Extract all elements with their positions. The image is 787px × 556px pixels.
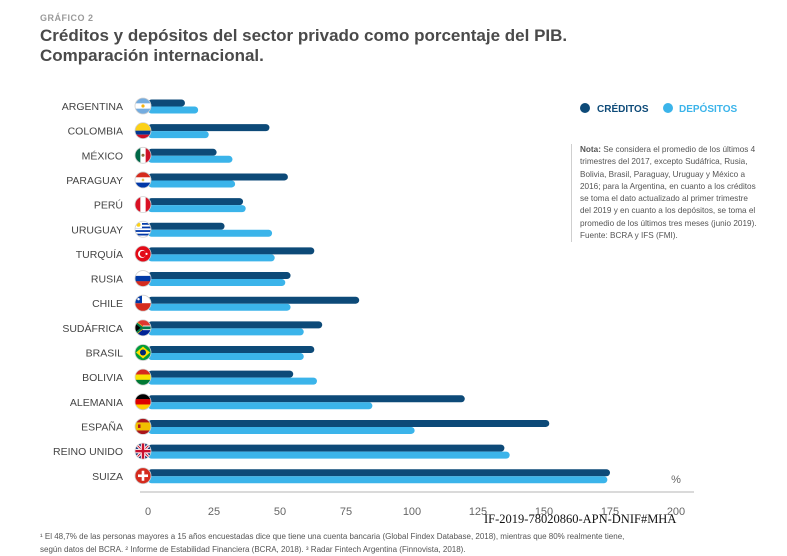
creditos-bar-alemania	[148, 395, 465, 403]
x-tick-label: 0	[145, 506, 151, 518]
footnotes: ¹ El 48,7% de las personas mayores a 15 …	[40, 530, 780, 556]
argentina-flag-icon	[134, 97, 152, 115]
chart-title-line-1: Créditos y depósitos del sector privado …	[40, 26, 568, 45]
legend-creditos-label: CRÉDITOS	[597, 102, 649, 115]
brazil-flag-icon	[134, 344, 152, 361]
chart-title: Créditos y depósitos del sector privado …	[40, 26, 640, 66]
spain-flag-icon	[134, 418, 152, 435]
depositos-bar-argentina	[148, 106, 199, 114]
chart-eyebrow: GRÁFICO 2	[40, 13, 94, 23]
legend-creditos-swatch	[580, 103, 590, 113]
creditos-bar-argentina	[148, 99, 185, 107]
x-tick-label: 100	[403, 506, 421, 518]
chart-note: Nota: Se considera el promedio de los úl…	[571, 144, 758, 243]
depositos-bar-alemania	[148, 402, 373, 410]
depositos-bar-uruguay	[148, 229, 273, 237]
depositos-bar-peru	[148, 205, 246, 213]
legend-depositos-label: DEPÓSITOS	[679, 102, 737, 115]
creditos-bar-brasil	[148, 346, 315, 353]
depositos-bar-colombia	[148, 131, 209, 139]
unit-label: %	[671, 474, 681, 486]
mexico-flag-icon	[134, 146, 152, 164]
note-text: Se considera el promedio de los últimos …	[580, 145, 757, 241]
depositos-bar-rusia	[148, 279, 286, 287]
creditos-bar-colombia	[148, 124, 270, 132]
x-tick-label: 175	[601, 506, 619, 518]
russia-flag-icon	[134, 270, 152, 287]
creditos-bar-mexico	[148, 148, 217, 156]
creditos-bar-turquia	[148, 247, 315, 255]
peru-flag-icon	[134, 196, 152, 214]
country-label-colombia: COLOMBIA	[68, 126, 123, 138]
depositos-bar-sudafrica	[148, 328, 304, 336]
depositos-bar-suiza	[148, 476, 608, 484]
creditos-bar-uruguay	[148, 222, 225, 230]
country-label-turquia: TURQUÍA	[76, 248, 123, 261]
country-label-mexico: MÉXICO	[82, 149, 123, 162]
country-label-espana: ESPAÑA	[81, 420, 123, 433]
x-tick-label: 50	[274, 506, 286, 518]
legend: CRÉDITOS DEPÓSITOS	[580, 102, 737, 115]
x-tick-label: 25	[208, 506, 220, 518]
depositos-bar-espana	[148, 426, 415, 434]
depositos-bar-reino-unido	[148, 451, 510, 459]
depositos-bar-brasil	[148, 353, 304, 360]
united-kingdom-flag-icon	[134, 442, 152, 460]
creditos-bar-rusia	[148, 272, 291, 280]
depositos-bar-turquia	[148, 254, 275, 262]
legend-depositos-swatch	[663, 103, 673, 113]
country-label-sudafrica: SUDÁFRICA	[62, 322, 123, 335]
country-label-reino-unido: REINO UNIDO	[53, 446, 123, 458]
x-tick-label: 150	[535, 506, 553, 518]
footnote-line-2: según datos del BCRA. ² Informe de Estab…	[40, 545, 466, 554]
turkey-flag-icon	[134, 245, 152, 263]
document-stamp: IF-2019-78020860-APN-DNIF#MHA	[484, 512, 677, 526]
x-tick-label: 125	[469, 506, 487, 518]
country-label-chile: CHILE	[92, 298, 123, 310]
bolivia-flag-icon	[134, 368, 152, 386]
country-label-brasil: BRASIL	[86, 348, 124, 360]
country-label-suiza: SUIZA	[92, 471, 123, 483]
germany-flag-icon	[134, 393, 152, 411]
x-tick-label: 200	[667, 506, 685, 518]
country-label-peru: PERÚ	[94, 199, 123, 212]
country-label-bolivia: BOLIVIA	[82, 372, 123, 384]
footnote-line-1: ¹ El 48,7% de las personas mayores a 15 …	[40, 532, 625, 541]
depositos-bar-chile	[148, 303, 291, 311]
depositos-bar-bolivia	[148, 377, 317, 385]
chart-title-line-2: Comparación internacional.	[40, 46, 264, 65]
switzerland-flag-icon	[134, 467, 152, 485]
country-label-paraguay: PARAGUAY	[66, 175, 123, 187]
depositos-bar-mexico	[148, 155, 233, 163]
creditos-bar-reino-unido	[148, 444, 505, 452]
chile-flag-icon	[134, 294, 152, 312]
x-tick-label: 75	[340, 506, 352, 518]
creditos-bar-suiza	[148, 469, 610, 477]
country-label-alemania: ALEMANIA	[70, 397, 123, 409]
creditos-bar-peru	[148, 198, 244, 206]
creditos-bar-chile	[148, 296, 360, 304]
creditos-bar-sudafrica	[148, 321, 323, 329]
paraguay-flag-icon	[134, 171, 152, 189]
south-africa-flag-icon	[134, 319, 152, 337]
country-label-rusia: RUSIA	[91, 274, 123, 286]
creditos-bar-bolivia	[148, 370, 294, 378]
country-label-argentina: ARGENTINA	[62, 101, 123, 113]
colombia-flag-icon	[134, 122, 152, 140]
depositos-bar-paraguay	[148, 180, 236, 188]
creditos-bar-paraguay	[148, 173, 288, 181]
country-label-uruguay: URUGUAY	[71, 224, 123, 236]
creditos-bar-espana	[148, 419, 550, 427]
uruguay-flag-icon	[134, 220, 152, 238]
note-label: Nota:	[580, 145, 601, 154]
